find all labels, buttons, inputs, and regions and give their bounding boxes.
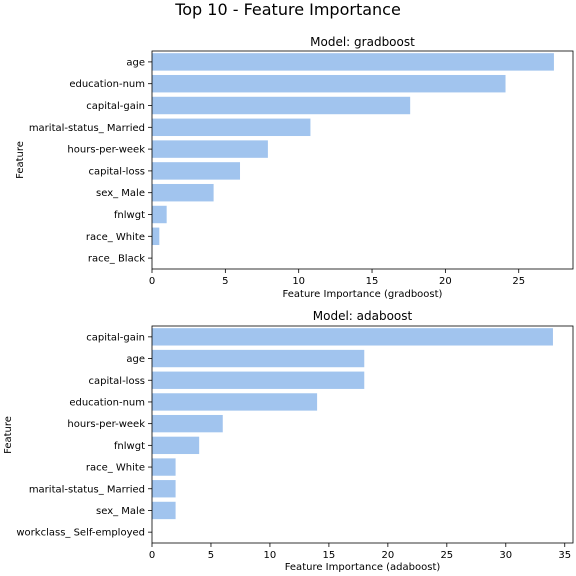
bar-adaboost [152,480,176,498]
y-tick-label-adaboost: education-num [69,397,145,408]
y-tick-label-adaboost: capital-gain [86,332,145,343]
x-axis-label-gradboost: Feature Importance (gradboost) [283,289,443,300]
bar-gradboost [152,162,241,180]
y-tick-label-gradboost: fnlwgt [114,210,145,221]
bar-gradboost [152,140,268,158]
x-tick-label-adaboost: 0 [149,550,155,561]
chart-gradboost: Model: gradboost Feature Importance (gra… [15,35,574,300]
figure-title: Top 10 - Feature Importance [174,0,401,19]
x-tick-label-gradboost: 15 [366,276,379,287]
x-tick-label-adaboost: 30 [499,550,512,561]
bar-adaboost [152,371,365,389]
y-tick-label-gradboost: sex_ Male [96,188,145,199]
x-tick-label-adaboost: 20 [381,550,394,561]
bar-adaboost [152,458,176,476]
bar-adaboost [152,349,365,368]
y-tick-label-gradboost: age [126,57,145,68]
y-tick-label-adaboost: workclass_ Self-employed [16,528,145,539]
bar-gradboost [152,205,167,224]
x-tick-label-gradboost: 5 [222,276,228,287]
bar-adaboost [152,328,553,346]
bar-adaboost [152,393,318,411]
x-tick-label-adaboost: 5 [208,550,214,561]
chart-title-gradboost: Model: gradboost [310,35,415,49]
x-axis-label-adaboost: Feature Importance (adaboost) [285,562,441,573]
x-tick-label-adaboost: 10 [264,550,277,561]
y-tick-label-adaboost: sex_ Male [96,506,145,517]
bar-gradboost [152,74,506,93]
y-tick-label-gradboost: capital-gain [86,101,145,112]
y-axis-label-gradboost: Feature [15,141,26,179]
y-tick-label-gradboost: marital-status_ Married [29,123,145,134]
bar-gradboost [152,96,411,115]
bar-adaboost [152,414,223,433]
y-tick-label-adaboost: hours-per-week [67,419,145,430]
y-tick-label-gradboost: capital-loss [88,166,145,177]
bar-gradboost [152,227,160,246]
chart-adaboost: Model: adaboost Feature Importance (adab… [3,309,574,573]
y-tick-label-gradboost: race_ Black [88,254,145,265]
y-tick-label-adaboost: fnlwgt [114,441,145,452]
plot-frame-adaboost [151,325,574,544]
bar-adaboost [152,436,200,455]
x-tick-label-adaboost: 25 [440,550,453,561]
x-tick-label-adaboost: 15 [323,550,336,561]
x-tick-label-adaboost: 35 [558,550,571,561]
x-tick-label-gradboost: 0 [149,276,155,287]
y-tick-label-gradboost: hours-per-week [67,145,145,156]
x-tick-label-gradboost: 25 [512,276,525,287]
x-tick-label-gradboost: 10 [292,276,305,287]
plot-frame-gradboost [151,50,574,270]
y-tick-label-gradboost: education-num [69,79,145,90]
y-tick-label-adaboost: capital-loss [88,376,145,387]
bar-gradboost [152,53,554,71]
chart-title-adaboost: Model: adaboost [313,309,413,323]
bar-gradboost [152,183,214,202]
x-tick-label-gradboost: 20 [439,276,452,287]
y-tick-label-adaboost: marital-status_ Married [29,484,145,495]
y-tick-label-gradboost: race_ White [86,232,145,243]
y-axis-label-adaboost: Feature [3,416,14,454]
y-tick-label-adaboost: race_ White [86,463,145,474]
y-tick-label-adaboost: age [126,354,145,365]
bar-adaboost [152,501,176,520]
bar-gradboost [152,118,311,137]
